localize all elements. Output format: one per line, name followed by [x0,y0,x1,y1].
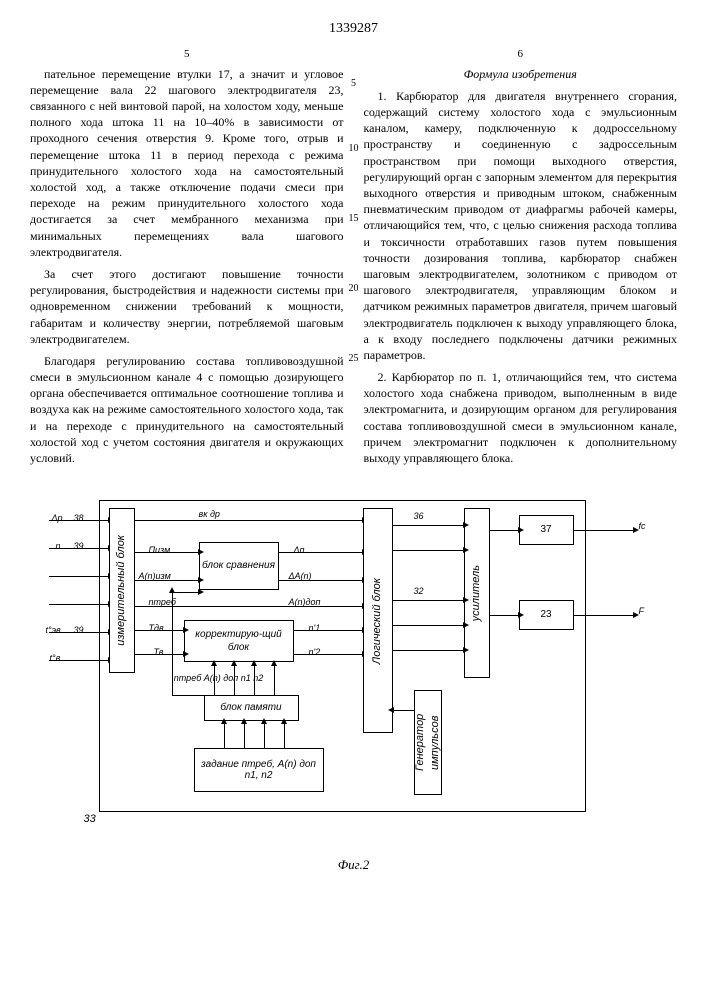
signal-line [279,580,363,581]
signal-label: nтреб A(n) доп n1 n2 [139,672,299,684]
line-number: 15 [349,212,359,226]
signal-line [234,665,235,695]
block-diagram: 33 Δp 38 n 39 t°эв 39 t°в измерительный … [44,490,664,850]
body-paragraph: пательное перемещение втулки 17, а значи… [30,66,344,260]
signal-line [49,548,109,549]
input-num: 38 [74,512,84,524]
signal-line [574,530,634,531]
signal-line [49,520,109,521]
block-label: задание птреб, A(n) доп n1, n2 [195,759,323,781]
body-paragraph: За счет этого достигают повышение точнос… [30,266,344,347]
signal-line [490,615,519,616]
outer-frame-label: 33 [84,812,96,827]
input-num: 39 [74,624,84,636]
signal-line [294,630,363,631]
task-block: задание птреб, A(n) доп n1, n2 [194,748,324,792]
pulse-generator-block: Генератор импульсов [414,690,442,795]
formula-title: Формула изобретения [364,66,678,82]
signal-line [49,632,109,633]
signal-line [214,665,215,695]
correcting-block: корректирую-щий блок [184,620,294,662]
signal-line [135,606,363,607]
block-label: Генератор импульсов [413,691,443,794]
signal-line [244,723,245,748]
signal-line [284,723,285,748]
signal-line [574,615,634,616]
signal-line [135,520,363,521]
input-num: 39 [74,540,84,552]
output-block-bottom: 23 [519,600,574,630]
input-label: Δp [52,512,63,524]
signal-line [264,723,265,748]
line-number: 10 [349,142,359,156]
signal-line [393,625,464,626]
signal-label: Тв [154,646,164,658]
column-number-right: 6 [364,47,678,62]
input-label: t°в [50,652,61,664]
block-label: измерительный блок [114,535,129,646]
figure-label: Фиг.2 [30,856,677,874]
signal-line [172,592,199,593]
signal-line [224,723,225,748]
body-paragraph: Благодаря регулированию состава топливов… [30,353,344,466]
block-label: корректирую-щий блок [185,628,293,655]
signal-line [274,665,275,695]
signal-line [135,580,199,581]
signal-line [490,530,519,531]
signal-label: Тдв [149,622,164,634]
signal-line [49,604,109,605]
line-number: 25 [349,352,359,366]
line-number: 20 [349,282,359,296]
signal-label: 36 [414,510,424,522]
signal-line [393,710,414,711]
logic-block: Логический блок [363,508,393,733]
signal-line [254,665,255,695]
block-label: 37 [540,523,551,537]
signal-line [393,525,464,526]
signal-label: 32 [414,585,424,597]
signal-line [135,630,184,631]
signal-label: n'2 [309,646,321,658]
claim-paragraph: 2. Карбюратор по п. 1, отличающийся тем,… [364,369,678,466]
signal-line [172,592,173,695]
signal-line [279,552,363,553]
signal-label: A(n)доп [289,596,321,608]
signal-label: Δп [294,544,305,556]
two-column-layout: 5 пательное перемещение втулки 17, а зна… [30,47,677,472]
block-label: блок сравнения [202,559,275,573]
content-wrapper: 5 10 15 20 25 5 пательное перемещение вт… [30,47,677,472]
left-column: 5 пательное перемещение втулки 17, а зна… [30,47,344,472]
output-label: fc [639,520,646,532]
signal-line [135,552,199,553]
patent-number: 1339287 [30,20,677,39]
signal-label: Пизм [149,544,171,556]
right-column: 6 Формула изобретения 1. Карбюратор для … [364,47,678,472]
signal-line [393,600,464,601]
signal-label: вк др [199,508,220,520]
output-block-top: 37 [519,515,574,545]
claim-paragraph: 1. Карбюратор для двигателя внутреннего … [364,88,678,363]
signal-line [172,695,204,696]
line-number: 5 [351,77,356,91]
signal-line [294,654,363,655]
measurement-block: измерительный блок [109,508,135,673]
block-label: блок памяти [220,701,281,715]
input-label: n [56,540,61,552]
input-label: t°эв [46,624,61,636]
block-label: Логический блок [370,578,385,664]
block-label: 23 [540,608,551,622]
block-label: усилитель [469,565,484,621]
signal-line [393,650,464,651]
signal-line [393,550,464,551]
output-label: F [639,605,645,617]
signal-label: n'1 [309,622,321,634]
column-number-left: 5 [30,47,344,62]
signal-line [135,654,184,655]
compare-block: блок сравнения [199,542,279,590]
signal-line [49,660,109,661]
signal-line [49,576,109,577]
